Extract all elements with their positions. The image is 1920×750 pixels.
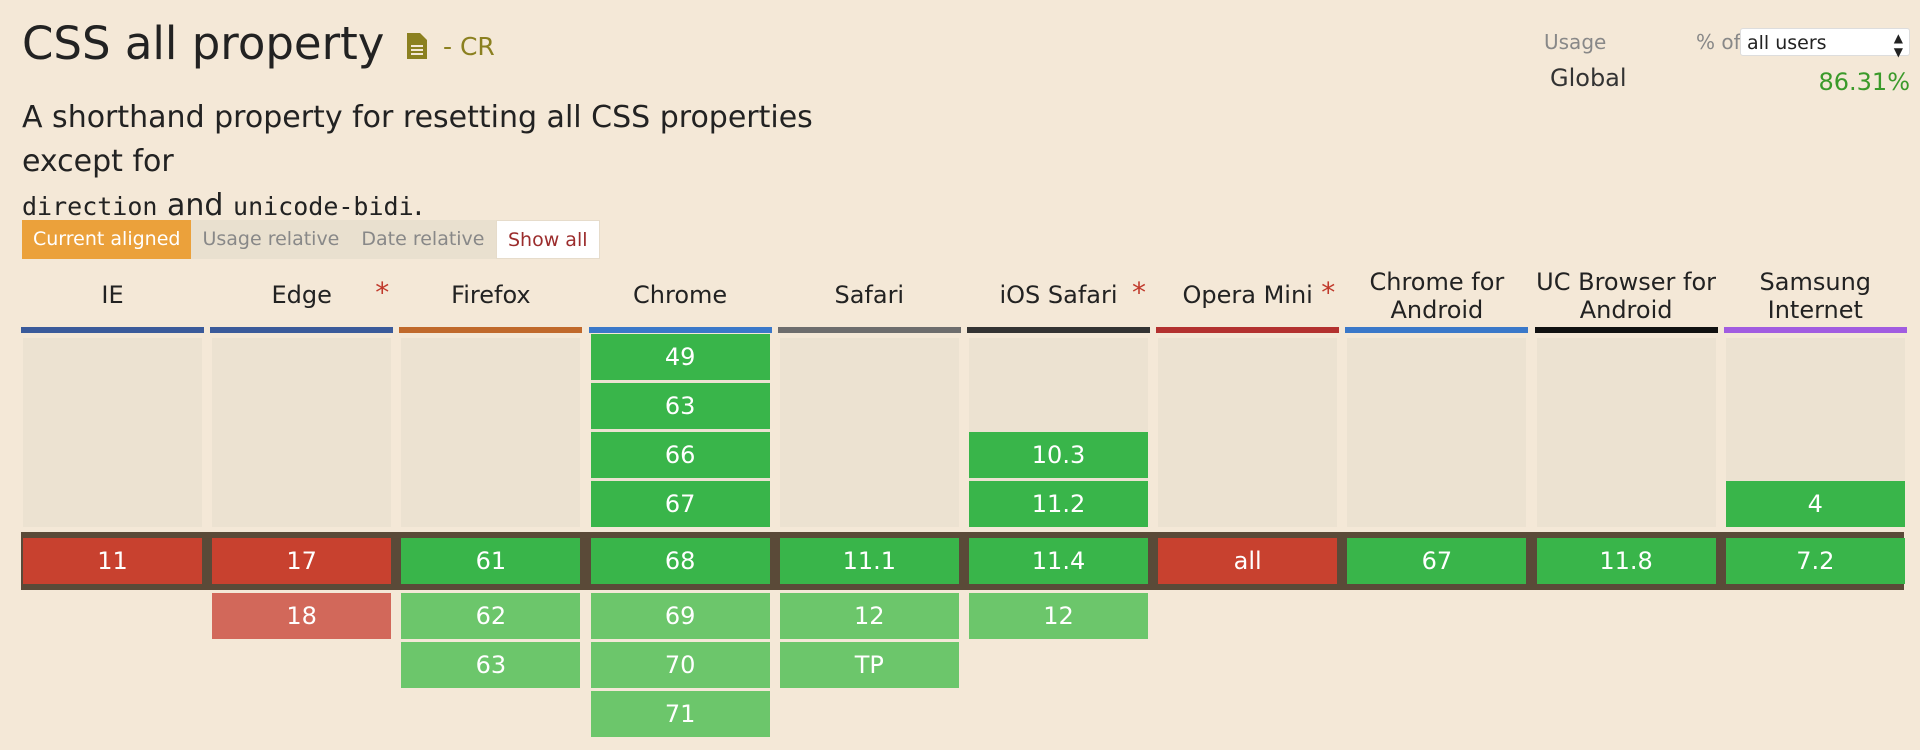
future-version-cell[interactable]: 12 [969, 593, 1148, 639]
past-versions-area [1536, 338, 1716, 527]
browser-color-bar [1156, 327, 1340, 333]
future-version-cell[interactable]: 63 [401, 642, 581, 688]
code-direction: direction [22, 192, 158, 221]
browser-name-line: Edge [271, 281, 332, 309]
future-version-cell[interactable]: 69 [590, 593, 770, 639]
description-text: A shorthand property for resetting all C… [22, 100, 813, 179]
code-unicode-bidi: unicode-bidi [233, 192, 414, 221]
note-asterisk-icon[interactable]: * [1321, 276, 1336, 309]
browser-name-line: Internet [1767, 296, 1863, 324]
browser-header-ie[interactable]: IE [21, 281, 204, 309]
current-version-cell[interactable]: 68 [590, 538, 770, 584]
future-version-cell[interactable]: 12 [779, 593, 959, 639]
browser-header-samsung-internet[interactable]: Samsung Internet [1724, 268, 1907, 324]
future-version-cell[interactable]: 70 [590, 642, 770, 688]
page-title: CSS all property - CR [22, 14, 495, 77]
browser-header-chrome-for-android[interactable]: Chrome for Android [1345, 268, 1528, 324]
past-versions-area [1158, 338, 1338, 527]
current-version-cell[interactable]: 11.8 [1536, 538, 1716, 584]
current-version-cell[interactable]: 11.1 [779, 538, 959, 584]
browser-header-ios-safari[interactable]: iOS Safari * [967, 276, 1150, 310]
current-version-cell[interactable]: 61 [401, 538, 581, 584]
future-version-cell[interactable]: TP [779, 642, 959, 688]
browser-name-line: IE [101, 281, 124, 309]
usage-panel: Usage % of all users ▲ ▼ Global 86.31% [1540, 28, 1912, 98]
browser-name-line: Chrome [633, 281, 728, 309]
current-version-cell[interactable]: 11.4 [969, 538, 1148, 584]
browser-header-opera-mini[interactable]: Opera Mini * [1156, 276, 1339, 310]
browser-color-bar [1534, 327, 1718, 333]
current-version-cell[interactable]: 17 [212, 538, 392, 584]
feature-title: CSS all property [22, 17, 385, 70]
browser-color-bar [210, 327, 394, 333]
past-versions-area [1347, 338, 1527, 527]
version-cell[interactable]: 67 [590, 481, 770, 527]
browser-name-line: UC Browser for [1536, 268, 1717, 296]
browser-header-uc-browser-for-android[interactable]: UC Browser for Android [1535, 268, 1718, 324]
date-relative-button[interactable]: Date relative [350, 220, 496, 259]
browser-name-line: Android [1390, 296, 1484, 324]
browser-header-edge[interactable]: Edge * [210, 276, 393, 310]
view-mode-buttons: Current aligned Usage relative Date rela… [22, 220, 496, 259]
note-asterisk-icon[interactable]: * [375, 276, 390, 309]
browser-header-safari[interactable]: Safari [778, 281, 961, 309]
version-cell[interactable]: 66 [590, 432, 770, 478]
browser-name-line: Firefox [451, 281, 531, 309]
future-version-cell[interactable]: 18 [212, 593, 392, 639]
note-asterisk-icon[interactable]: * [1132, 276, 1146, 309]
browser-header-firefox[interactable]: Firefox [399, 281, 582, 309]
users-select[interactable]: all users ▲ ▼ [1740, 28, 1910, 59]
spec-status[interactable]: - CR [443, 32, 495, 61]
usage-relative-button[interactable]: Usage relative [191, 220, 351, 259]
browser-name-line: iOS Safari [999, 281, 1118, 309]
current-version-cell[interactable]: all [1158, 538, 1338, 584]
browser-name-line: Opera Mini [1182, 281, 1313, 309]
current-aligned-button[interactable]: Current aligned [22, 220, 192, 259]
browser-name-line: Samsung [1759, 268, 1872, 296]
browser-color-bar [1723, 327, 1907, 333]
future-version-cell[interactable]: 71 [590, 691, 770, 737]
browser-color-bar [21, 327, 204, 333]
browser-name-line: Safari [834, 281, 905, 309]
feature-description: A shorthand property for resetting all C… [22, 96, 922, 229]
description-text: . [413, 188, 424, 223]
browser-name-line: Chrome for [1369, 268, 1505, 296]
version-cell[interactable]: 49 [590, 334, 770, 380]
past-versions-area [23, 338, 202, 527]
browser-header-chrome[interactable]: Chrome [589, 281, 772, 309]
version-cell[interactable]: 11.2 [969, 481, 1148, 527]
usage-label: Usage [1544, 30, 1607, 54]
browser-color-bar [588, 327, 772, 333]
pct-of-label: % of [1696, 30, 1741, 54]
browser-color-bar [399, 327, 583, 333]
current-version-cell[interactable]: 67 [1347, 538, 1527, 584]
browser-color-bar [1345, 327, 1529, 333]
description-text: and [167, 188, 224, 223]
future-version-cell[interactable]: 62 [401, 593, 581, 639]
document-icon[interactable] [406, 14, 427, 74]
past-versions-area [401, 338, 581, 527]
browser-color-bar [967, 327, 1150, 333]
global-usage-value: 86.31% [1818, 68, 1910, 96]
version-cell[interactable]: 63 [590, 383, 770, 429]
show-all-button[interactable]: Show all [496, 220, 600, 259]
browser-color-bar [777, 327, 961, 333]
current-version-cell[interactable]: 7.2 [1725, 538, 1905, 584]
browser-name-line: Android [1579, 296, 1673, 324]
version-cell[interactable]: 4 [1725, 481, 1905, 527]
past-versions-area [212, 338, 392, 527]
select-arrows-icon: ▲ ▼ [1893, 31, 1903, 59]
past-versions-area [779, 338, 959, 527]
global-label: Global [1550, 64, 1627, 92]
version-cell[interactable]: 10.3 [969, 432, 1148, 478]
current-version-cell[interactable]: 11 [23, 538, 202, 584]
users-select-value: all users [1747, 32, 1827, 54]
